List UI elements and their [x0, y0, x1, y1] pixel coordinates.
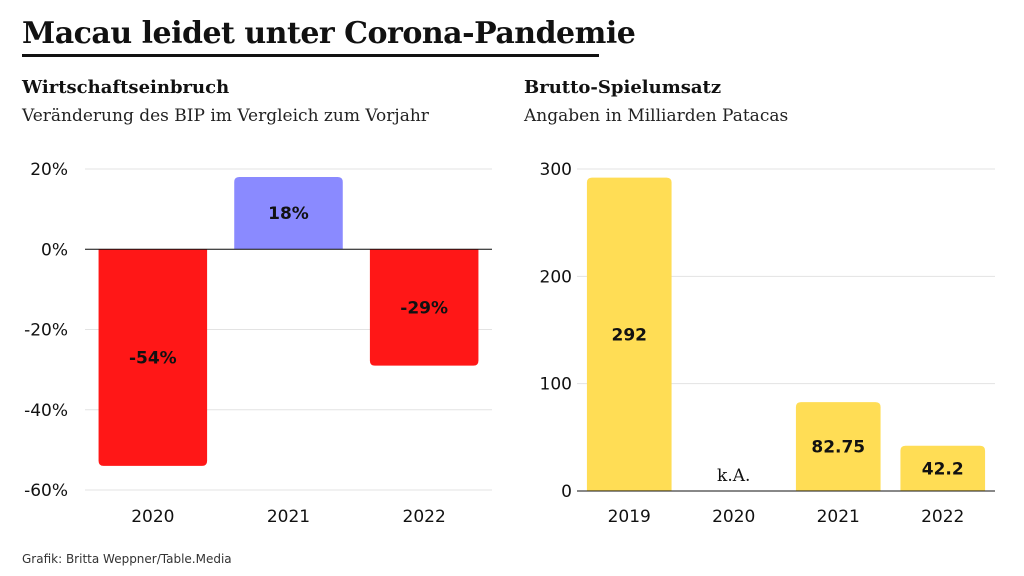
y-tick-label: 300	[540, 160, 572, 180]
y-tick-label: 200	[540, 267, 572, 287]
not-available-label: k.A.	[717, 466, 750, 486]
y-tick-label: -20%	[24, 321, 68, 341]
data-label: 82.75	[811, 438, 865, 458]
gdp-chart-subtitle: Veränderung des BIP im Vergleich zum Vor…	[22, 106, 429, 126]
y-tick-label: 0%	[41, 240, 68, 260]
y-tick-label: 0	[561, 482, 572, 502]
x-tick-label: 2020	[712, 507, 755, 527]
x-tick-label: 2022	[403, 507, 446, 527]
bar	[98, 249, 208, 466]
gdp-chart-title: Wirtschaftseinbruch	[22, 77, 230, 98]
data-label: 18%	[268, 204, 309, 224]
x-tick-label: 2019	[608, 507, 651, 527]
y-tick-label: 20%	[30, 160, 68, 180]
x-tick-label: 2022	[921, 507, 964, 527]
y-tick-label: -40%	[24, 401, 68, 421]
main-title: Macau leidet unter Corona-Pandemie	[22, 16, 636, 51]
y-tick-label: 100	[540, 375, 572, 395]
bar	[369, 249, 479, 366]
x-tick-label: 2021	[267, 507, 310, 527]
data-label: 292	[612, 325, 648, 345]
data-label: 42.2	[922, 459, 964, 479]
x-tick-label: 2021	[817, 507, 860, 527]
bar	[234, 177, 343, 250]
bar	[900, 445, 986, 491]
title-underline	[22, 54, 599, 57]
data-label: -29%	[400, 298, 448, 318]
data-label: -54%	[129, 349, 177, 369]
source-credit: Grafik: Britta Weppner/Table.Media	[22, 552, 232, 566]
bar	[795, 402, 881, 491]
bar	[586, 177, 672, 491]
revenue-chart-subtitle: Angaben in Milliarden Patacas	[524, 106, 789, 126]
x-tick-label: 2020	[131, 507, 174, 527]
revenue-chart-title: Brutto-Spielumsatz	[524, 77, 722, 98]
y-tick-label: -60%	[24, 481, 68, 501]
